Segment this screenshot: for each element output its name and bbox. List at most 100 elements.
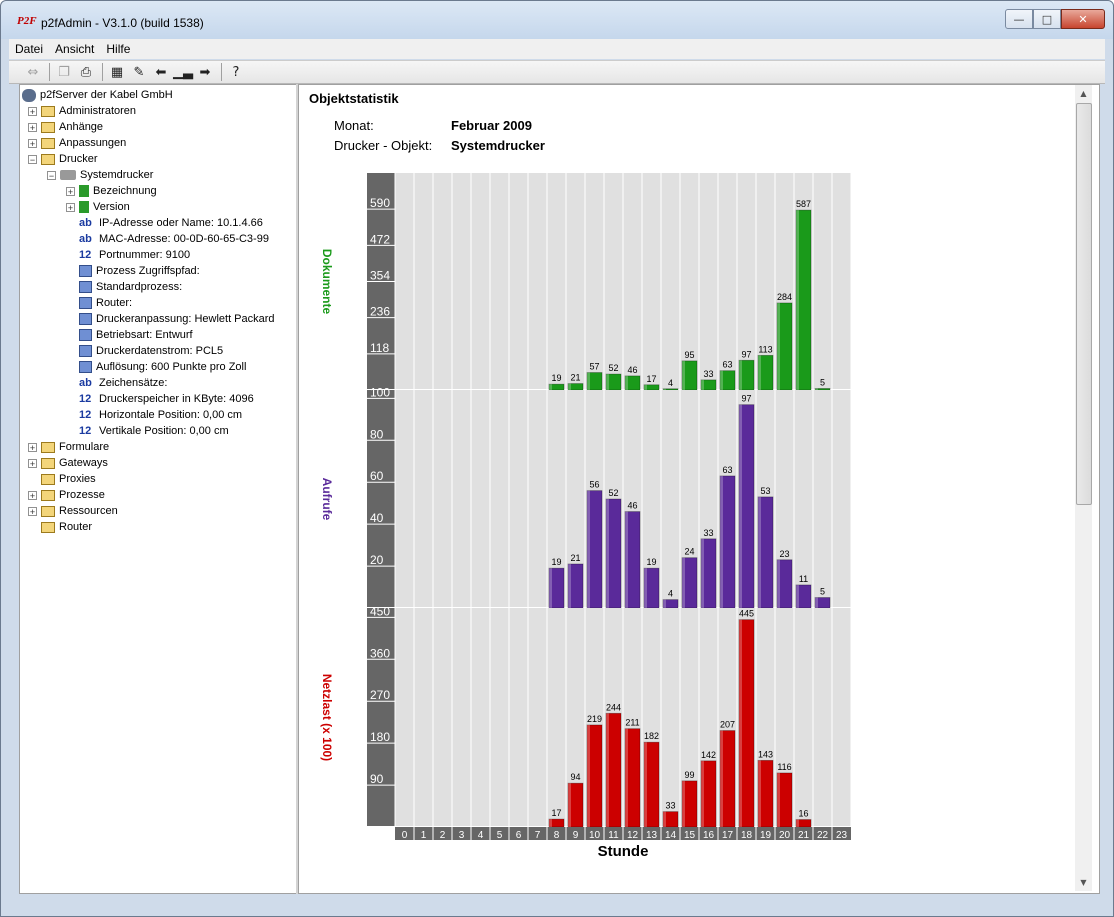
tree-item[interactable]: Druckerdatenstrom: PCL5 xyxy=(66,343,223,359)
x-tick-label: 22 xyxy=(817,830,829,841)
copy-icon[interactable]: ❐ xyxy=(58,64,70,80)
y-tick-label: 270 xyxy=(370,688,390,702)
tree-item[interactable]: Router: xyxy=(66,295,132,311)
expand-icon[interactable]: + xyxy=(28,458,37,469)
tree-item[interactable]: 12 Horizontale Position: 0,00 cm xyxy=(66,407,242,423)
folder-icon xyxy=(41,153,55,165)
tree-item[interactable]: Router xyxy=(28,519,92,535)
data-label: 17 xyxy=(646,374,656,384)
back-icon[interactable]: ⬅ xyxy=(155,64,167,80)
data-label: 53 xyxy=(760,486,770,496)
tree-item[interactable]: + Prozesse xyxy=(28,487,105,503)
tree-item[interactable]: − Drucker xyxy=(28,151,98,167)
series-label: Aufrufe xyxy=(320,478,334,521)
tree-item-label: MAC-Adresse: 00-0D-60-65-C3-99 xyxy=(99,233,269,245)
tree-item[interactable]: 12 Druckerspeicher in KByte: 4096 xyxy=(66,391,254,407)
tree-item[interactable]: Prozess Zugriffspfad: xyxy=(66,263,200,279)
link-icon xyxy=(79,281,92,293)
expand-icon[interactable]: + xyxy=(66,202,75,213)
expand-icon[interactable]: + xyxy=(28,490,37,501)
tree-item-label: Zeichensätze: xyxy=(99,377,168,389)
x-tick-label: 9 xyxy=(573,830,579,841)
menu-ansicht[interactable]: Ansicht xyxy=(55,42,95,56)
data-label: 113 xyxy=(758,344,772,354)
link-icon xyxy=(79,297,92,309)
minimize-button[interactable]: — xyxy=(1005,9,1033,29)
tree-item-label: Systemdrucker xyxy=(80,169,154,181)
x-tick-label: 2 xyxy=(440,830,446,841)
collapse-icon[interactable]: − xyxy=(28,154,37,165)
tree-item[interactable]: + Anpassungen xyxy=(28,135,126,151)
bar-highlight xyxy=(777,772,780,827)
swap-icon[interactable]: ⇔ xyxy=(27,64,39,80)
data-label: 33 xyxy=(665,801,675,811)
bar-highlight xyxy=(568,783,571,827)
data-label: 24 xyxy=(684,547,694,557)
vertical-scrollbar[interactable]: ▲ ▼ xyxy=(1075,85,1092,891)
folder-icon xyxy=(41,505,55,517)
collapse-icon[interactable]: − xyxy=(47,170,56,181)
printer-icon xyxy=(60,170,76,180)
tree-item-label: Auflösung: 600 Punkte pro Zoll xyxy=(96,361,247,373)
tree-item[interactable]: + Formulare xyxy=(28,439,109,455)
expand-icon[interactable]: + xyxy=(28,506,37,517)
tree-item[interactable]: − Systemdrucker xyxy=(47,167,153,183)
menu-hilfe[interactable]: Hilfe xyxy=(106,42,131,56)
print-icon[interactable]: ⎙ xyxy=(80,64,92,80)
tree-item[interactable]: Auflösung: 600 Punkte pro Zoll xyxy=(66,359,246,375)
tree-item[interactable]: 12 Portnummer: 9100 xyxy=(66,247,190,263)
expand-icon[interactable]: + xyxy=(28,122,37,133)
scroll-down-icon[interactable]: ▼ xyxy=(1080,878,1087,887)
statistics-icon[interactable]: ▁▃ xyxy=(173,64,193,80)
tree-item[interactable]: ab IP-Adresse oder Name: 10.1.4.66 xyxy=(66,215,263,231)
tree-item[interactable]: Druckeranpassung: Hewlett Packard xyxy=(66,311,275,327)
bar-highlight xyxy=(815,388,818,390)
tree-root[interactable]: p2fServer der Kabel GmbH xyxy=(22,87,173,103)
scroll-thumb[interactable] xyxy=(1076,103,1092,505)
help-icon[interactable]: ? xyxy=(232,64,240,80)
expand-icon[interactable]: + xyxy=(28,442,37,453)
tree-item-label: Administratoren xyxy=(59,105,137,117)
y-tick-label: 80 xyxy=(370,427,384,441)
bar-highlight xyxy=(587,724,590,827)
splitter[interactable] xyxy=(296,84,299,894)
scroll-up-icon[interactable]: ▲ xyxy=(1080,89,1087,98)
maximize-button[interactable]: □ xyxy=(1033,9,1061,29)
tree-view[interactable]: p2fServer der Kabel GmbH + Administratoren… xyxy=(19,84,297,894)
toolbar-separator xyxy=(49,63,50,81)
close-button[interactable]: ✕ xyxy=(1061,9,1105,29)
y-tick-label: 60 xyxy=(370,469,384,483)
title-bar[interactable]: P2F p2fAdmin - V3.1.0 (build 1538) — □ ✕ xyxy=(1,1,1113,39)
x-tick-label: 13 xyxy=(646,830,658,841)
bar-highlight xyxy=(758,355,761,390)
tree-item[interactable]: + Bezeichnung xyxy=(66,183,157,199)
tree-item[interactable]: Proxies xyxy=(28,471,96,487)
tree-item[interactable]: Betriebsart: Entwurf xyxy=(66,327,193,343)
expand-icon[interactable]: + xyxy=(28,106,37,117)
tree-item[interactable]: + Gateways xyxy=(28,455,108,471)
expand-icon[interactable]: + xyxy=(28,138,37,149)
data-label: 33 xyxy=(703,528,713,538)
tree-item[interactable]: + Ressourcen xyxy=(28,503,118,519)
bar-highlight xyxy=(758,760,761,827)
tree-item[interactable]: + Version xyxy=(66,199,130,215)
tree-item[interactable]: Standardprozess: xyxy=(66,279,182,295)
expand-icon[interactable]: + xyxy=(66,186,75,197)
tree-item[interactable]: + Anhänge xyxy=(28,119,103,135)
bar-highlight xyxy=(720,475,723,608)
x-tick-label: 18 xyxy=(741,830,753,841)
bar-highlight xyxy=(606,374,609,390)
bar-highlight xyxy=(625,375,628,390)
folder-icon xyxy=(41,473,55,485)
bar-highlight xyxy=(739,360,742,390)
tree-item[interactable]: ab MAC-Adresse: 00-0D-60-65-C3-99 xyxy=(66,231,269,247)
tree-item[interactable]: + Administratoren xyxy=(28,103,136,119)
tree-item[interactable]: ab Zeichensätze: xyxy=(66,375,167,391)
tree-item[interactable]: 12 Vertikale Position: 0,00 cm xyxy=(66,423,229,439)
edit-properties-icon[interactable]: ✎ xyxy=(133,64,145,80)
properties-icon[interactable]: ▦ xyxy=(110,64,124,80)
data-label: 21 xyxy=(570,373,580,383)
toolbar-separator xyxy=(221,63,222,81)
forward-icon[interactable]: ➡ xyxy=(199,64,211,80)
menu-datei[interactable]: Datei xyxy=(15,42,44,56)
